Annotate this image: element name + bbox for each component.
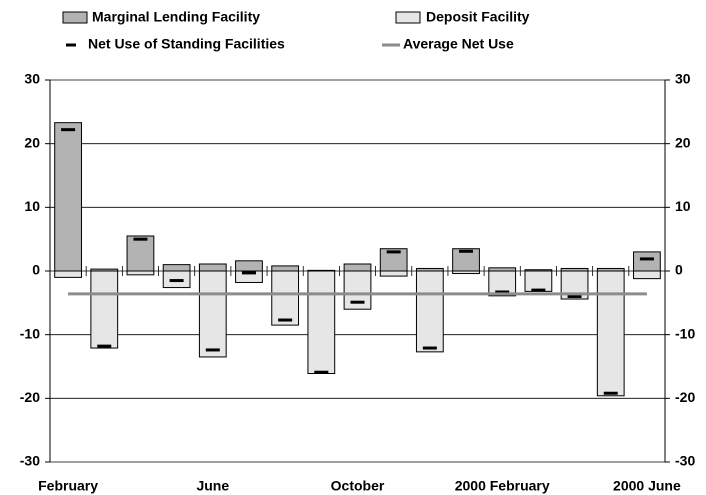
y-tick-label: -20 [20, 389, 40, 405]
bar [596, 270, 625, 397]
bar [198, 263, 227, 272]
bar [633, 251, 661, 272]
bar [343, 263, 372, 272]
x-tick-label: 2000 June [613, 478, 681, 494]
x-tick-label: June [196, 478, 229, 494]
y2-tick-label: -30 [675, 453, 695, 469]
legend-swatch [395, 11, 421, 24]
y-tick-label: 20 [24, 134, 40, 150]
bar [452, 270, 480, 275]
y-tick-label: -10 [20, 325, 40, 341]
bar [307, 270, 336, 375]
y-tick-label: 10 [24, 198, 40, 214]
legend-label: Marginal Lending Facility [92, 9, 260, 25]
y-tick-label: -30 [20, 453, 40, 469]
bar [415, 270, 444, 353]
bar [54, 122, 82, 272]
bar [235, 260, 263, 272]
bar [379, 270, 408, 277]
bar [126, 270, 155, 276]
y-tick-label: 30 [24, 71, 40, 87]
x-tick-label: October [331, 478, 385, 494]
y2-tick-label: 20 [675, 134, 691, 150]
y2-tick-label: 30 [675, 71, 691, 87]
bar [90, 270, 119, 349]
bar [162, 264, 191, 272]
bar [271, 265, 300, 272]
y-tick-label: 0 [32, 262, 40, 278]
y2-tick-label: 0 [675, 262, 683, 278]
bar [126, 235, 155, 272]
x-tick-label: 2000 February [455, 478, 550, 494]
legend-label: Net Use of Standing Facilities [88, 36, 285, 52]
bar [198, 270, 227, 358]
x-tick-label: February [38, 478, 98, 494]
y2-tick-label: -10 [675, 325, 695, 341]
bar [271, 270, 300, 326]
bar [633, 270, 661, 280]
legend-swatch [62, 11, 88, 24]
bar [54, 270, 82, 278]
legend-label: Deposit Facility [426, 9, 530, 25]
y2-tick-label: 10 [675, 198, 691, 214]
y2-tick-label: -20 [675, 389, 695, 405]
legend-label: Average Net Use [403, 36, 514, 52]
bar [524, 270, 553, 292]
bar [235, 270, 263, 283]
